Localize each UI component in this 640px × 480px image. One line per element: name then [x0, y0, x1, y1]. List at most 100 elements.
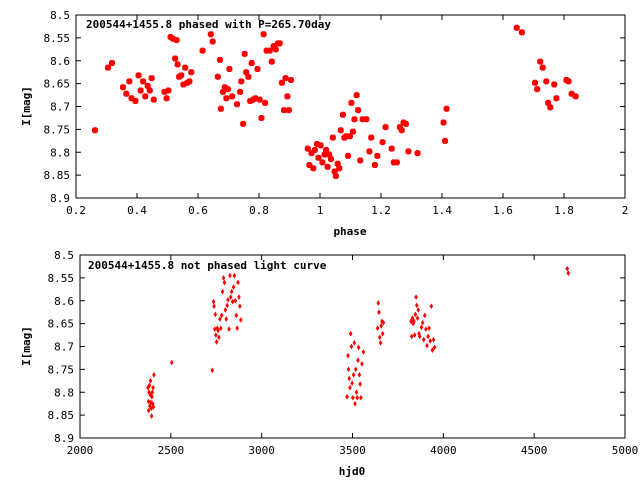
- data-point: [278, 79, 285, 86]
- data-point: [266, 47, 273, 54]
- data-point: [351, 394, 355, 401]
- data-point: [224, 86, 231, 93]
- x-tick-label: 4000: [430, 444, 457, 457]
- data-point: [219, 312, 224, 319]
- data-point: [366, 148, 373, 155]
- data-points: [146, 265, 571, 419]
- data-point: [346, 352, 350, 359]
- x-axis-label: hjd0: [339, 465, 366, 478]
- data-point: [151, 404, 156, 410]
- data-point: [237, 88, 244, 95]
- data-point: [353, 400, 357, 407]
- data-point: [376, 300, 381, 306]
- y-tick-label: 8.75: [44, 123, 71, 136]
- data-point: [173, 37, 180, 44]
- y-tick-label: 8.9: [54, 432, 74, 445]
- data-point: [256, 96, 263, 103]
- data-point: [405, 148, 412, 155]
- data-point: [222, 279, 227, 286]
- data-point: [238, 317, 243, 323]
- data-point: [345, 394, 349, 400]
- data-point: [262, 99, 269, 106]
- data-point: [327, 156, 334, 163]
- data-point: [147, 403, 152, 409]
- data-point: [423, 312, 427, 319]
- data-point: [254, 65, 261, 72]
- data-point: [415, 302, 419, 309]
- data-point: [276, 40, 283, 47]
- data-point: [272, 46, 279, 53]
- data-point: [137, 87, 144, 94]
- data-point: [346, 133, 353, 140]
- data-point: [163, 95, 170, 102]
- data-point: [281, 107, 288, 114]
- y-tick-label: 8.75: [48, 363, 75, 376]
- data-point: [241, 50, 248, 57]
- y-tick-label: 8.8: [54, 386, 74, 399]
- data-point: [345, 152, 352, 159]
- data-point: [412, 332, 417, 338]
- data-point: [169, 359, 174, 366]
- data-point: [348, 99, 355, 106]
- data-point: [150, 96, 157, 103]
- data-point: [409, 333, 414, 340]
- data-point: [347, 375, 352, 382]
- data-point: [260, 31, 267, 38]
- data-point: [348, 330, 353, 337]
- data-point: [150, 394, 154, 400]
- data-point: [430, 347, 435, 353]
- data-point: [230, 298, 235, 305]
- data-point: [352, 340, 357, 346]
- data-point: [339, 111, 346, 118]
- data-point: [426, 333, 430, 340]
- data-point: [229, 288, 234, 295]
- unphased-chart: 2000 2500 3000 3500 4000 4500 5000 8.5 8.55 8.6 8.…: [20, 249, 638, 478]
- data-point: [146, 407, 151, 414]
- data-point: [149, 413, 154, 419]
- data-point: [235, 325, 239, 331]
- data-point: [178, 72, 185, 79]
- data-point: [553, 95, 560, 102]
- data-point: [319, 159, 326, 166]
- y-tick-label: 8.6: [50, 55, 70, 68]
- x-tick-label: 2000: [67, 444, 94, 457]
- data-point: [217, 334, 221, 341]
- data-point: [186, 78, 193, 85]
- data-point: [315, 154, 322, 161]
- data-point: [146, 87, 153, 94]
- data-point: [199, 47, 206, 54]
- data-point: [442, 137, 449, 144]
- data-point: [148, 391, 152, 398]
- data-point: [371, 162, 378, 169]
- data-point: [238, 78, 245, 85]
- data-point: [148, 75, 155, 82]
- data-point: [258, 114, 265, 121]
- data-point: [565, 78, 572, 85]
- data-point: [416, 307, 421, 313]
- data-point: [412, 318, 416, 325]
- data-point: [545, 99, 552, 106]
- data-point: [543, 78, 550, 85]
- data-point: [353, 92, 360, 99]
- data-point: [420, 319, 425, 326]
- chart-title: 200544+1455.8 phased with P=265.70day: [86, 18, 331, 31]
- data-point: [378, 340, 383, 346]
- y-tick-label: 8.5: [54, 249, 74, 262]
- data-point: [220, 88, 227, 95]
- data-point: [165, 87, 172, 94]
- data-point: [393, 159, 400, 166]
- data-point: [108, 60, 115, 67]
- data-point: [228, 294, 233, 300]
- data-point: [210, 367, 215, 374]
- data-point: [245, 73, 252, 80]
- data-point: [236, 279, 240, 286]
- data-point: [403, 120, 410, 127]
- data-point: [357, 372, 362, 378]
- y-tick-label: 8.5: [50, 9, 70, 22]
- data-point: [354, 389, 359, 396]
- data-point: [551, 81, 558, 88]
- data-point: [572, 93, 579, 100]
- data-point: [350, 380, 354, 386]
- data-point: [119, 84, 126, 91]
